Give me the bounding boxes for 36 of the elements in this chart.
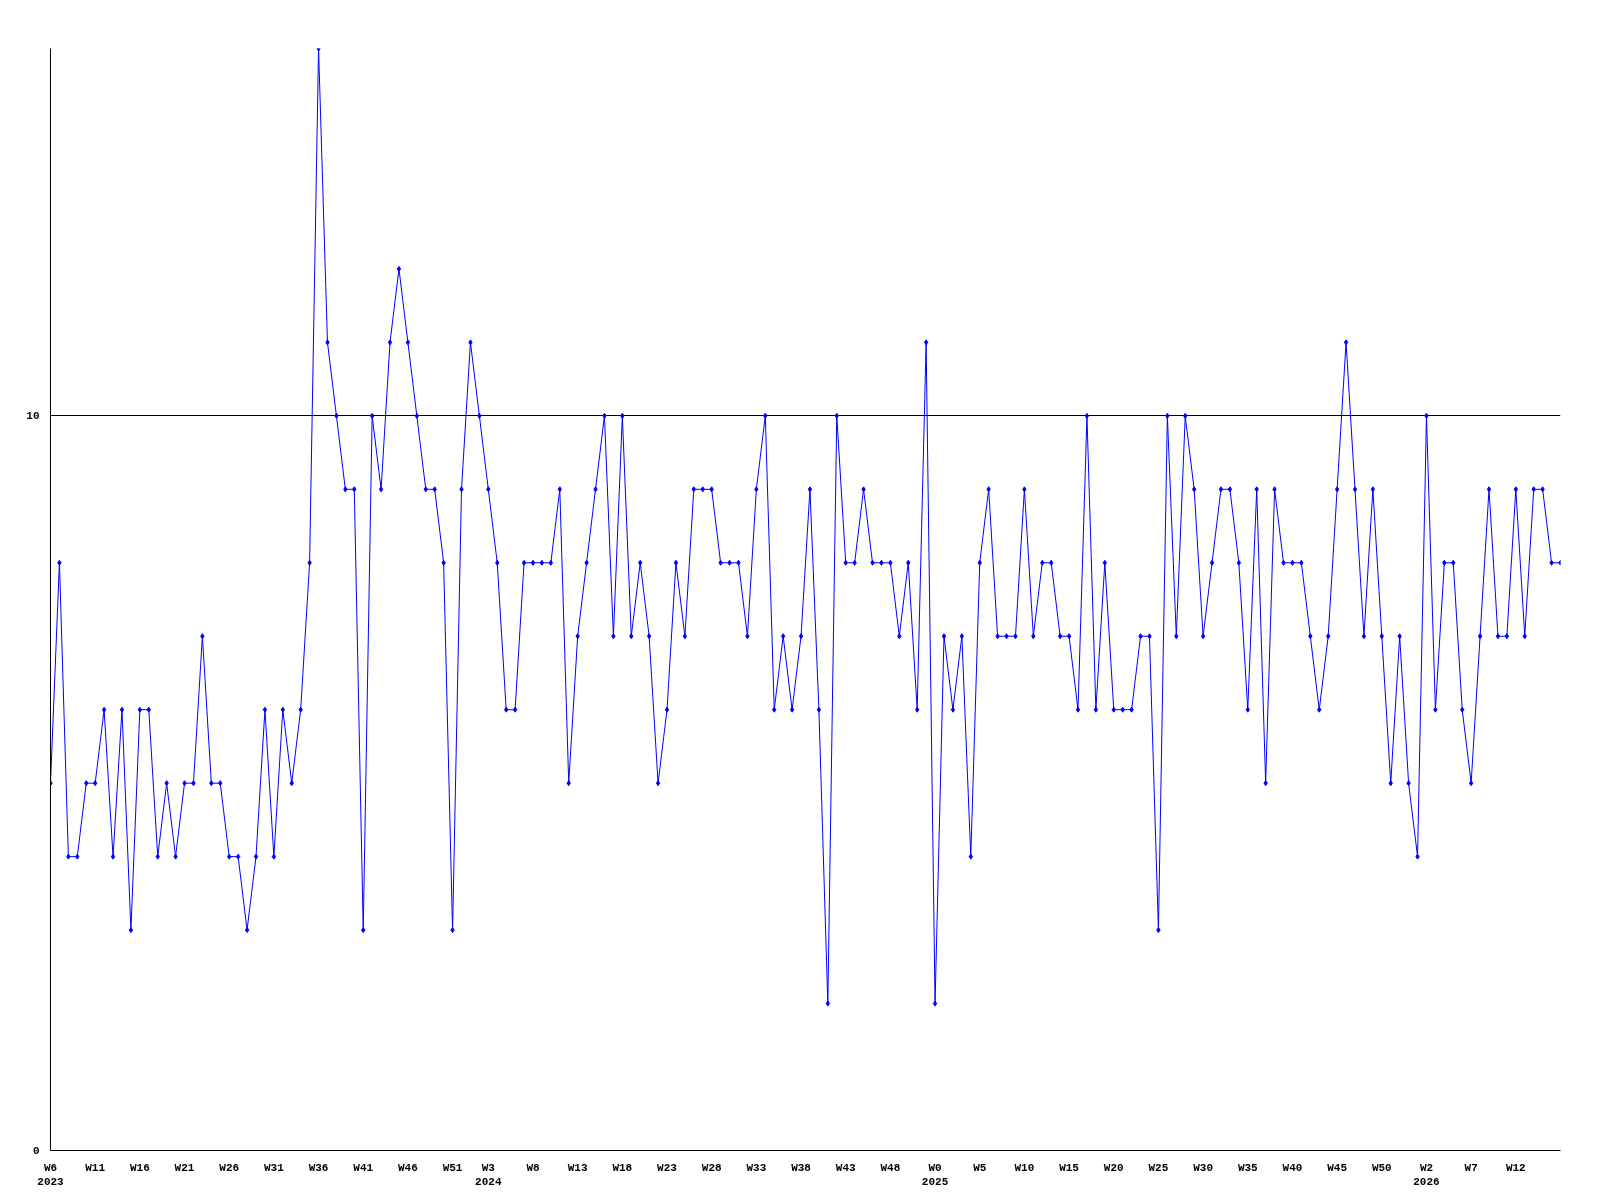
x-tick-label: W15 [1059, 1161, 1080, 1174]
x-tick-label: W31 [263, 1161, 285, 1174]
x-tick-label: W16 [129, 1161, 150, 1174]
x-tick-label: W45 [1327, 1161, 1348, 1174]
x-tick-label: W43 [835, 1161, 857, 1174]
x-tick-label: W41 [353, 1161, 374, 1174]
x-tick-label: W12 [1505, 1161, 1526, 1174]
x-tick-label: W8 [526, 1161, 540, 1174]
x-tick-label: W36 [308, 1161, 329, 1174]
x-tick-label: W3 2024 [475, 1161, 502, 1188]
y-tick-label: 0 [32, 1145, 40, 1157]
x-tick-label: W33 [746, 1161, 767, 1174]
x-tick-label: W6 2023 [37, 1161, 65, 1188]
x-tick-label: W25 [1148, 1161, 1169, 1174]
x-tick-label: W46 [397, 1161, 418, 1174]
x-tick-label: W7 [1464, 1161, 1478, 1174]
x-tick-label: W20 [1103, 1161, 1124, 1174]
x-tick-label: W18 [612, 1161, 633, 1174]
x-tick-label: W10 [1014, 1161, 1035, 1174]
x-tick-label: W48 [880, 1161, 901, 1174]
y-tick-label: 10 [26, 410, 40, 423]
x-tick-label: W21 [174, 1161, 195, 1174]
x-tick-label: W40 [1282, 1161, 1303, 1174]
x-tick-label: W50 [1371, 1161, 1392, 1174]
x-tick-label: W2 2026 [1413, 1161, 1440, 1188]
x-tick-label: W0 2025 [921, 1161, 949, 1188]
x-tick-label: W23 [657, 1161, 678, 1174]
x-tick-label: W35 [1237, 1161, 1259, 1174]
x-tick-label: W38 [791, 1161, 812, 1174]
x-tick-label: W51 [442, 1161, 463, 1174]
x-tick-label: W26 [219, 1161, 240, 1174]
x-tick-label: W28 [701, 1161, 722, 1174]
x-tick-label: W30 [1193, 1161, 1214, 1174]
x-tick-label: W13 [567, 1161, 588, 1174]
x-tick-label: W11 [85, 1161, 106, 1174]
x-tick-label: W5 [973, 1161, 987, 1174]
